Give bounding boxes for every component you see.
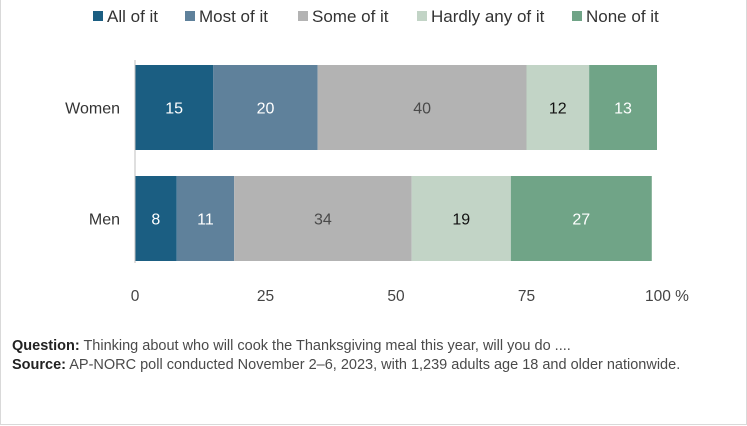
data-label-men-none-of-it: 27 xyxy=(572,212,590,229)
data-label-women-none-of-it: 13 xyxy=(614,101,632,118)
legend-swatch-some-of-it xyxy=(298,11,308,21)
bar-men-hardly-any-of-it xyxy=(411,176,511,261)
data-label-women-all-of-it: 15 xyxy=(165,101,183,118)
data-label-women-hardly-any-of-it: 12 xyxy=(549,101,567,118)
category-label-women: Women xyxy=(65,101,120,118)
bar-men-none-of-it xyxy=(510,176,652,261)
data-label-women-most-of-it: 20 xyxy=(257,101,275,118)
source-note: Source: AP-NORC poll conducted November … xyxy=(12,356,680,375)
legend-label-none-of-it: None of it xyxy=(586,7,659,26)
bars: Women 15 20 40 12 13 Men 8 11 34 19 27 xyxy=(65,65,657,261)
legend-label-most-of-it: Most of it xyxy=(199,7,268,26)
x-tick-label-75: 75 xyxy=(518,288,535,305)
chart-notes: Question: Thinking about who will cook t… xyxy=(12,337,680,375)
legend-label-some-of-it: Some of it xyxy=(312,7,389,26)
bar-men-most-of-it xyxy=(176,176,235,261)
legend-label-hardly-any-of-it: Hardly any of it xyxy=(431,7,545,26)
question-text: Thinking about who will cook the Thanksg… xyxy=(79,338,571,354)
question-note: Question: Thinking about who will cook t… xyxy=(12,337,680,356)
x-tick-label-25: 25 xyxy=(257,288,274,305)
axes: 0 25 50 75 100 % xyxy=(131,60,689,305)
x-tick-label-50: 50 xyxy=(387,288,405,305)
bar-women-none-of-it xyxy=(589,65,657,150)
question-label: Question: xyxy=(12,338,80,354)
legend-swatch-none-of-it xyxy=(572,11,582,21)
data-label-women-some-of-it: 40 xyxy=(413,101,431,118)
data-label-men-all-of-it: 8 xyxy=(151,212,160,229)
data-label-men-some-of-it: 34 xyxy=(314,212,332,229)
bar-women-all-of-it xyxy=(135,65,214,150)
source-text: AP-NORC poll conducted November 2–6, 202… xyxy=(66,357,681,373)
legend: All of it Most of it Some of it Hardly any … xyxy=(93,7,659,26)
bar-men-some-of-it xyxy=(234,176,412,261)
data-label-men-hardly-any-of-it: 19 xyxy=(452,212,470,229)
data-label-men-most-of-it: 11 xyxy=(197,212,214,229)
legend-swatch-most-of-it xyxy=(185,11,195,21)
bar-women-most-of-it xyxy=(213,65,318,150)
legend-swatch-all-of-it xyxy=(93,11,103,21)
x-tick-label-0: 0 xyxy=(131,288,140,305)
category-label-men: Men xyxy=(89,212,120,229)
bar-men-all-of-it xyxy=(135,176,177,261)
stacked-bar-chart: All of it Most of it Some of it Hardly any … xyxy=(65,7,689,305)
legend-label-all-of-it: All of it xyxy=(107,7,158,26)
bar-women-hardly-any-of-it xyxy=(526,65,590,150)
x-tick-label-100: 100 % xyxy=(645,288,689,305)
source-label: Source: xyxy=(12,357,66,373)
legend-swatch-hardly-any-of-it xyxy=(417,11,427,21)
bar-women-some-of-it xyxy=(317,65,527,150)
